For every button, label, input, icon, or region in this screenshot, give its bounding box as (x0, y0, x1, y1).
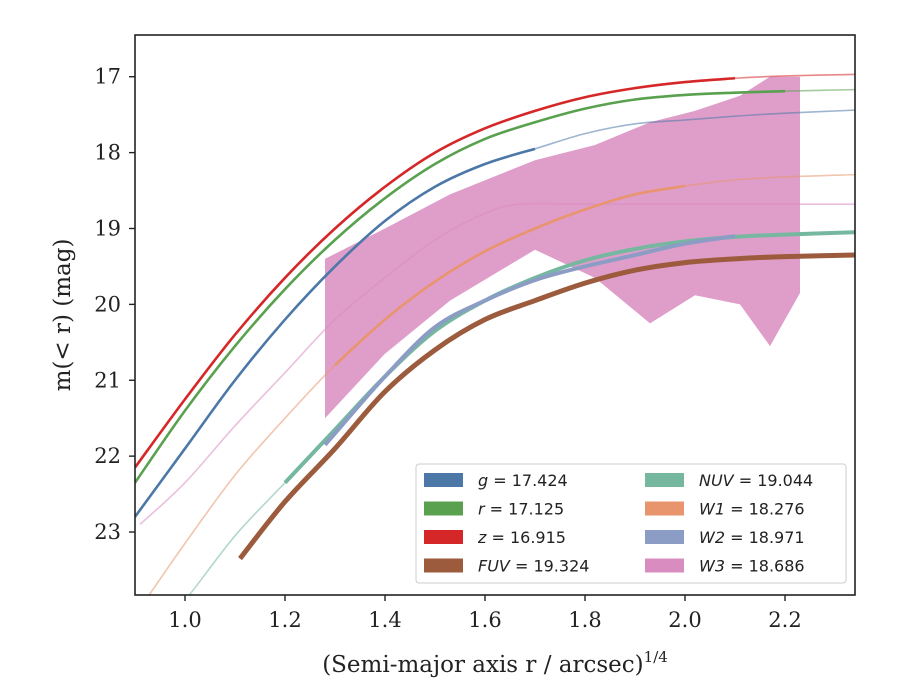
x-tick-label: 2.0 (668, 608, 701, 632)
series-profile-fuv (238, 252, 855, 561)
x-tick-label: 1.4 (368, 608, 401, 632)
legend-label-w1: W1 = 18.276 (699, 500, 805, 519)
plot-frame (134, 34, 856, 596)
legend-swatch-w2 (645, 530, 684, 544)
y-tick-label: 17 (94, 65, 121, 89)
y-tick-label: 23 (94, 520, 121, 544)
legend: g = 17.424 r = 17.125 z = 16.915 FUV = 19.3… (415, 463, 847, 584)
y-tick-label: 20 (94, 292, 121, 316)
series-profile-g (135, 147, 536, 518)
series-profile-z (135, 76, 736, 469)
y-tick-label: 22 (94, 444, 121, 468)
x-tick-label: 2.2 (768, 608, 801, 632)
legend-label-w2: W2 = 18.971 (699, 528, 805, 547)
series-line-w3 (139, 202, 855, 526)
legend-label-z: z = 16.915 (477, 528, 566, 547)
legend-swatch-r (424, 501, 463, 516)
series-profile-w1 (334, 184, 686, 367)
legend-swatch-w3 (645, 558, 684, 573)
series-profile-r (135, 89, 786, 484)
x-tick-label: 1.0 (168, 608, 201, 632)
legend-swatch-w1 (645, 501, 684, 516)
legend-label-r: r = 17.125 (478, 500, 564, 519)
legend-label-fuv: FUV = 19.324 (478, 557, 589, 576)
legend-label-g: g = 17.424 (478, 471, 568, 490)
series-profile-w2 (323, 234, 736, 447)
x-axis-label: (Semi-major axis r / arcsec)1/4 (322, 648, 668, 678)
legend-swatch-nuv (645, 473, 684, 487)
y-axis: 17 18 19 20 21 22 23 (94, 65, 135, 544)
x-tick-label: 1.2 (268, 608, 301, 632)
x-axis-label-power: 1/4 (644, 648, 668, 666)
x-tick-label: 1.6 (468, 608, 501, 632)
y-tick-label: 18 (94, 141, 121, 165)
legend-label-w3: W3 = 18.686 (699, 557, 805, 576)
y-tick-label: 19 (94, 216, 121, 240)
series-layer (135, 73, 855, 595)
legend-swatch-fuv (424, 558, 463, 573)
x-axis: 1.0 1.2 1.4 1.6 1.8 2.0 2.2 (168, 595, 802, 632)
y-tick-label: 21 (94, 368, 121, 392)
x-tick-label: 1.8 (568, 608, 601, 632)
legend-swatch-z (424, 530, 463, 544)
y-axis-label: m(< r) (mag) (50, 239, 76, 392)
legend-swatch-g (424, 473, 463, 487)
series-band-w3 (325, 76, 800, 419)
legend-label-nuv: NUV = 19.044 (699, 471, 813, 490)
